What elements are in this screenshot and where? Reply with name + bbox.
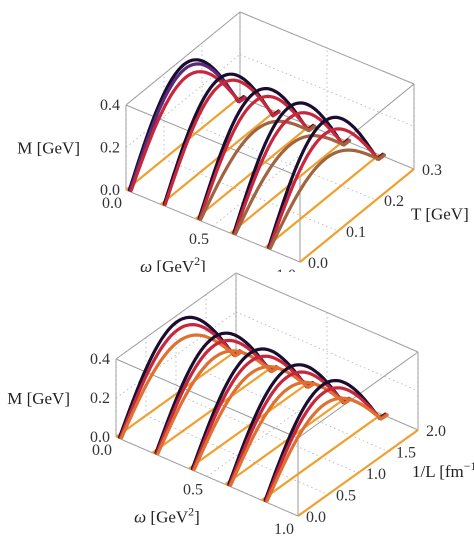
series-arc: [234, 134, 352, 236]
z-axis-label: M [GeV]: [7, 389, 70, 408]
level-line: [188, 381, 310, 470]
x-axis-label: ω [GeV2]: [140, 254, 206, 272]
chart-bottom-panel: 0.00.20.40.00.51.00.00.51.01.52.0M [GeV]…: [7, 272, 474, 538]
series-arc: [264, 386, 388, 503]
grid-line: [163, 158, 339, 232]
series-arc: [227, 363, 351, 486]
box-edge: [125, 11, 241, 106]
z-axis-label: M [GeV]: [17, 139, 80, 158]
grid-line: [205, 372, 389, 452]
x-tick-label: 0.0: [102, 195, 122, 212]
chart-top-panel: 0.0 0.2 0.4 0.0 0.5 1.0 0.0 0.1 0.2 0.3 M [GeV] ω […: [17, 11, 469, 273]
x-tick-label: 0.5: [189, 231, 209, 248]
level-line: [299, 168, 415, 263]
series-arc: [232, 101, 350, 235]
series-arc: [263, 378, 387, 502]
z-tick-label: 0.0: [90, 429, 110, 446]
tick-labels: 0.0 0.2 0.4 0.0 0.5 1.0 0.0 0.1 0.2 0.3: [100, 97, 442, 272]
y-tick-label: 0.5: [336, 488, 356, 505]
series-arc: [192, 364, 316, 471]
series-arc: [199, 119, 317, 221]
series-arc: [154, 331, 278, 455]
z-tick-label: 0.2: [100, 140, 120, 157]
y-tick-label: 0.2: [384, 193, 404, 210]
grid-line: [235, 311, 419, 392]
box-edge: [239, 11, 415, 85]
grid-line: [125, 11, 241, 106]
tick-labels: 0.0 0.2 0.4 0.0 0.5 1.0 0.0 0.5 1.0 1.5 2.0: [90, 351, 446, 538]
series-arc: [190, 347, 314, 471]
grid-line: [175, 393, 359, 474]
y-tick-label: 0.1: [346, 224, 366, 241]
level-line: [115, 350, 237, 438]
axis-labels: M [GeV] ω [GeV2] T [GeV]: [17, 139, 469, 273]
series-arc: [265, 396, 389, 503]
series-arc: [233, 111, 351, 235]
series-arc: [118, 322, 243, 439]
data-series: [117, 315, 389, 503]
grid-line: [212, 132, 328, 227]
y-tick-label: 1.5: [396, 445, 416, 462]
grid-line: [115, 436, 299, 517]
z-tick-label: 0.4: [90, 351, 110, 368]
level-lines: [115, 350, 419, 517]
axis-labels: M [GeV] ω [GeV2] 1/L [fm−1]: [7, 389, 474, 527]
level-line: [264, 153, 380, 249]
level-line: [151, 365, 274, 454]
grid-line: [145, 415, 329, 495]
y-axis-label: 1/L [fm−1]: [412, 459, 474, 481]
grid-line: [235, 272, 419, 353]
z-tick-label: 0.4: [100, 97, 120, 114]
z-tick-label: 0.0: [100, 182, 120, 199]
y-tick-label: 0.0: [306, 509, 326, 526]
level-line: [297, 429, 419, 517]
level-line: [260, 413, 383, 502]
x-axis-label: ω [GeV2]: [134, 505, 200, 527]
series-arc: [191, 354, 315, 471]
series-arc: [267, 115, 385, 249]
y-tick-label: 0.3: [422, 162, 442, 179]
level-line: [224, 397, 346, 486]
x-tick-label: 1.0: [274, 521, 294, 538]
series-arc: [268, 127, 386, 250]
series-arc: [197, 86, 315, 221]
y-tick-label: 2.0: [426, 423, 446, 440]
series-arc: [117, 315, 242, 439]
y-axis-label: T [GeV]: [411, 205, 469, 224]
series-arc: [268, 148, 386, 250]
z-tick-label: 0.2: [90, 390, 110, 407]
x-tick-label: 0.5: [183, 482, 203, 499]
x-tick-label: 0.0: [92, 442, 112, 459]
y-tick-label: 1.0: [366, 466, 386, 483]
series-arc: [129, 70, 247, 193]
series-arc: [119, 333, 244, 440]
series-arc: [156, 349, 280, 456]
y-tick-label: 0.0: [308, 255, 328, 272]
series-arc: [228, 370, 352, 487]
x-tick-label: 1.0: [276, 267, 296, 272]
grid-line: [125, 54, 241, 148]
data-series: [127, 58, 386, 250]
series-arc: [155, 338, 279, 455]
series-arc: [229, 380, 353, 487]
